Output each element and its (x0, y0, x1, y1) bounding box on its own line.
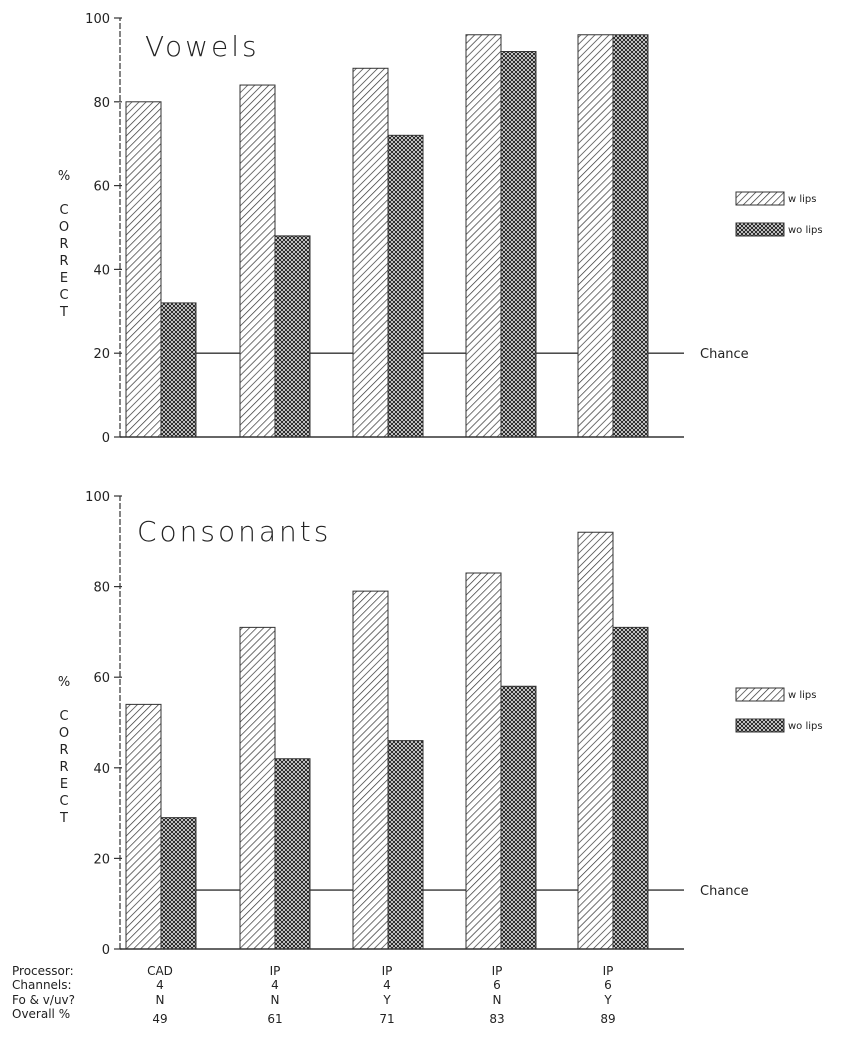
legend: w lips wo lips (735, 191, 823, 237)
chart-title: Consonants (137, 515, 331, 548)
bar-w-lips-2 (239, 626, 276, 950)
bar-wo-lips-5 (612, 626, 649, 950)
y-tick-label: 80 (93, 581, 110, 596)
condition-cell: 49 (152, 1012, 167, 1026)
bar-wo-lips-5 (612, 34, 649, 438)
legend-swatch-wo-lips (735, 718, 785, 733)
y-tick-label: 80 (93, 96, 110, 111)
y-tick-label: 60 (93, 180, 110, 195)
condition-cell: IP (270, 964, 281, 978)
condition-cell: Y (603, 993, 612, 1007)
chance-label: Chance (700, 347, 749, 362)
condition-cell: 6 (604, 978, 612, 992)
bar-wo-lips-3 (387, 134, 424, 438)
y-axis-label: % C O R R E C T (58, 169, 70, 320)
bar-w-lips-2 (239, 84, 276, 438)
bar-w-lips-3 (352, 67, 389, 438)
condition-cell: 6 (493, 978, 501, 992)
y-tick-label: 20 (93, 852, 110, 867)
bar-w-lips-1 (125, 703, 162, 950)
chart-panel-1: Vowels 0 20 40 60 80 100 % C O R R E C T Chance w lips wo… (58, 12, 823, 446)
condition-cell: 71 (379, 1012, 394, 1026)
y-tick-label: 40 (93, 762, 110, 777)
condition-cell: 83 (489, 1012, 504, 1026)
y-tick-label: 20 (93, 347, 110, 362)
bar-wo-lips-1 (160, 302, 197, 438)
condition-cell: IP (603, 964, 614, 978)
bar-w-lips-4 (465, 34, 502, 438)
condition-row-label: Processor: (12, 964, 74, 978)
condition-cell: N (493, 993, 502, 1007)
condition-cell: 61 (267, 1012, 282, 1026)
bar-wo-lips-4 (500, 51, 537, 438)
y-tick-label: 40 (93, 263, 110, 278)
condition-row-label: Fo & v/uv? (12, 993, 75, 1007)
legend-label-wo-lips: wo lips (788, 721, 823, 732)
condition-cell: N (271, 993, 280, 1007)
condition-cell: 4 (156, 978, 164, 992)
legend-label-wo-lips: wo lips (788, 225, 823, 236)
legend-label-w-lips: w lips (788, 194, 816, 205)
condition-cell: 4 (271, 978, 279, 992)
y-axis-label: % C O R R E C T (58, 675, 70, 826)
conditions-table: Processor:Channels:Fo & v/uv?Overall % CA… (12, 964, 616, 1026)
bar-wo-lips-2 (274, 758, 311, 950)
y-tick-label: 100 (85, 12, 110, 27)
legend-swatch-wo-lips (735, 222, 785, 237)
chance-label: Chance (700, 884, 749, 899)
y-tick-label: 0 (102, 431, 110, 446)
bar-wo-lips-2 (274, 235, 311, 438)
y-tick-label: 0 (102, 943, 110, 958)
bar-w-lips-5 (577, 34, 614, 438)
condition-row-label: Channels: (12, 978, 72, 992)
bar-wo-lips-4 (500, 685, 537, 950)
legend-swatch-w-lips (735, 687, 785, 702)
condition-cell: IP (492, 964, 503, 978)
bar-wo-lips-3 (387, 740, 424, 950)
condition-cell: IP (382, 964, 393, 978)
condition-row-label: Overall % (12, 1007, 70, 1021)
condition-cell: 89 (600, 1012, 615, 1026)
bar-wo-lips-1 (160, 817, 197, 950)
bar-w-lips-1 (125, 101, 162, 438)
y-tick-label: 60 (93, 671, 110, 686)
bar-w-lips-4 (465, 572, 502, 950)
chart-title: Vowels (145, 30, 260, 63)
y-tick-label: 100 (85, 490, 110, 505)
chart-panel-2: Consonants 0 20 40 60 80 100 % C O R R E C T Chance w li… (58, 490, 823, 958)
bar-w-lips-5 (577, 531, 614, 950)
legend-label-w-lips: w lips (788, 690, 816, 701)
legend: w lips wo lips (735, 687, 823, 733)
condition-cell: Y (382, 993, 391, 1007)
condition-cell: CAD (147, 964, 173, 978)
legend-swatch-w-lips (735, 191, 785, 206)
condition-cell: N (156, 993, 165, 1007)
condition-cell: 4 (383, 978, 391, 992)
bar-w-lips-3 (352, 590, 389, 950)
